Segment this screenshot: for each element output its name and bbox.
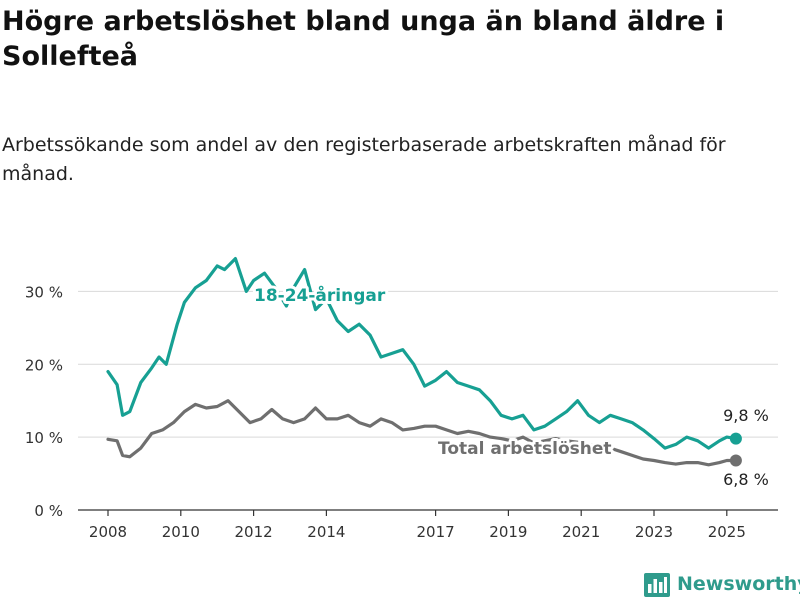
brand-name: Newsworthy: [677, 573, 800, 595]
series-labels: 18-24-åringar Total arbetslöshet 9,8 % 6,8 …: [251, 281, 769, 489]
chart-title: Högre arbetslöshet bland unga än bland ä…: [2, 6, 725, 72]
x-tick-label: 2008: [89, 523, 127, 541]
x-tick-label: 2012: [235, 523, 273, 541]
x-tick-label: 2025: [708, 523, 746, 541]
series-label-18-24: 18-24-åringar: [254, 284, 386, 306]
x-axis: 2008 2010 2012 2014 2017 2019 2021 2023 2025: [89, 510, 746, 541]
x-tick-label: 2023: [635, 523, 673, 541]
y-tick-label: 0 %: [34, 502, 63, 520]
bar-chart-logo-icon: [644, 573, 670, 597]
y-tick-label: 10 %: [25, 429, 63, 447]
series-end-point-total: [729, 454, 742, 467]
series-line-18-24: [106, 257, 738, 450]
series-line-total: [106, 399, 738, 467]
end-value-label-18-24: 9,8 %: [723, 406, 769, 425]
x-tick-label: 2021: [562, 523, 600, 541]
end-value-label-total: 6,8 %: [723, 470, 769, 489]
x-tick-label: 2017: [417, 523, 455, 541]
x-tick-label: 2019: [489, 523, 527, 541]
series-label-total: Total arbetslöshet: [438, 439, 612, 459]
x-tick-label: 2010: [162, 523, 200, 541]
grid-lines: 0 % 10 % 20 % 30 %: [25, 283, 778, 520]
x-tick-label: 2014: [307, 523, 345, 541]
series-end-point-18-24: [729, 432, 742, 445]
newsworthy-brand[interactable]: Newsworthy: [644, 569, 800, 599]
y-tick-label: 20 %: [25, 356, 63, 374]
chart-subtitle: Arbetssökande som andel av den registerb…: [2, 134, 726, 185]
y-tick-label: 30 %: [25, 283, 63, 301]
series-lines: [106, 257, 742, 467]
